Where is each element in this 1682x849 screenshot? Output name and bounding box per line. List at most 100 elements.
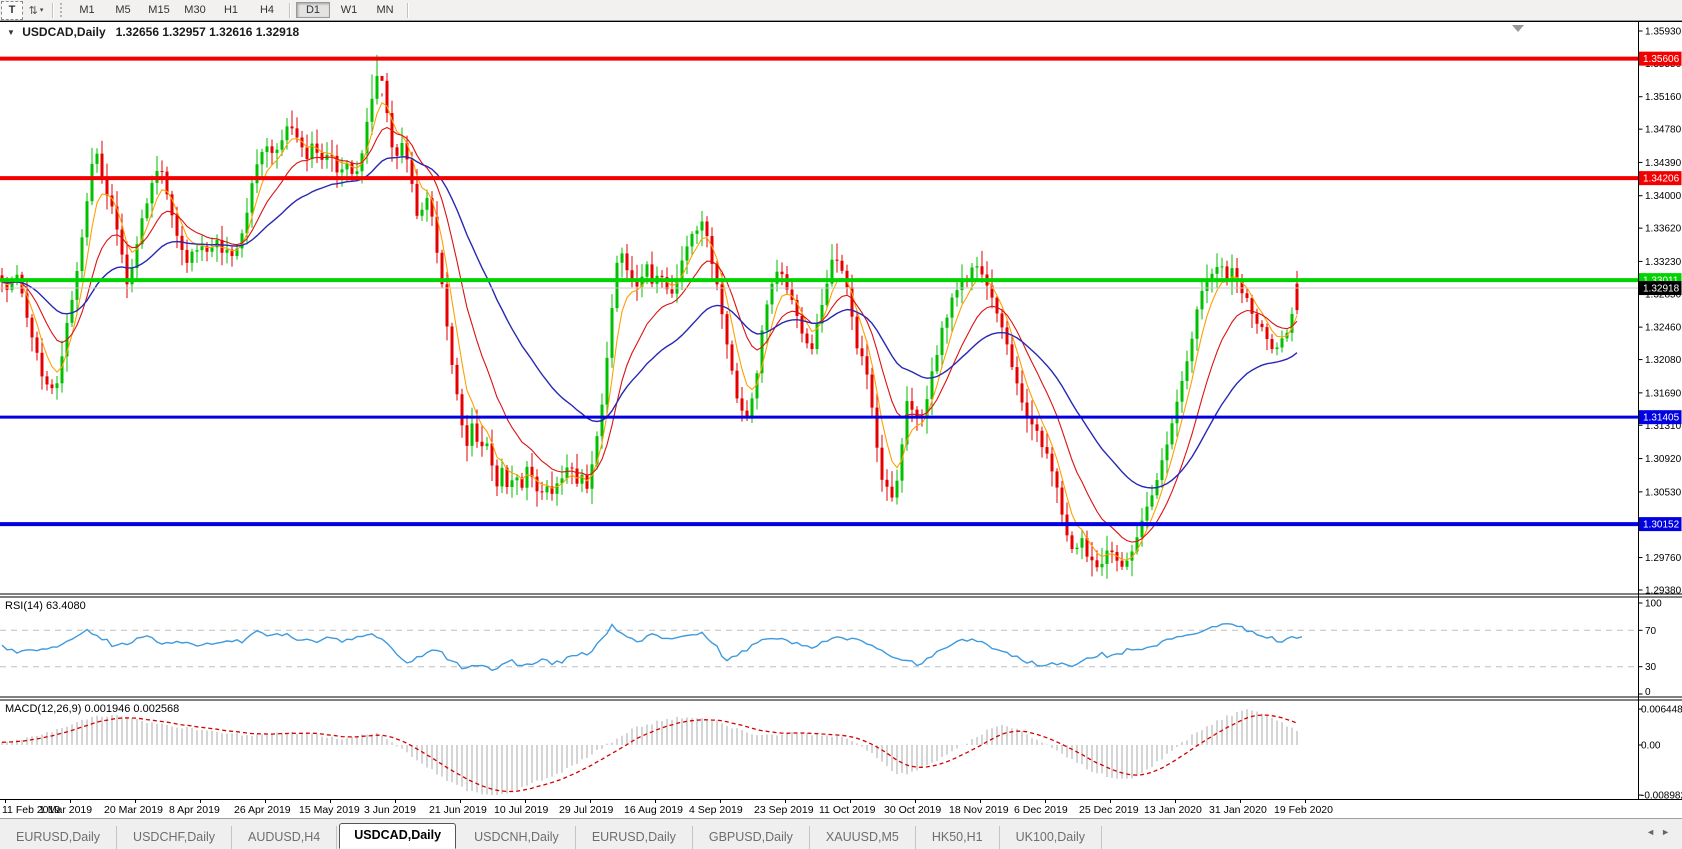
tab-scroll-right-icon[interactable]: ► [1661, 827, 1676, 837]
candle [125, 254, 129, 285]
timeframe-button-d1[interactable]: D1 [296, 2, 330, 18]
price-tick-label: 1.35930 [1645, 27, 1682, 38]
candle [630, 270, 634, 281]
candle [1250, 298, 1254, 314]
timeframe-button-mn[interactable]: MN [376, 4, 394, 16]
toolbar: T ⇅ ▾ M1 M5 M15 M30 H1 H4 D1 W1 MN [0, 0, 1682, 21]
price-tick-label: 1.29380 [1645, 586, 1682, 597]
candle [10, 280, 14, 290]
candle [645, 264, 649, 277]
timeframe-button-h1[interactable]: H1 [223, 4, 239, 16]
timeframe-button-m5[interactable]: M5 [115, 4, 131, 16]
date-label: 11 Feb 2019 [2, 804, 61, 816]
candle [1025, 402, 1029, 417]
candle [1175, 401, 1179, 424]
chart-shift-marker-icon[interactable] [1512, 25, 1524, 32]
candle [565, 467, 569, 479]
time-axis[interactable]: 11 Feb 2019 1 Mar 2019 20 Mar 2019 8 Apr 20… [0, 799, 1682, 818]
candle [415, 183, 419, 216]
candle [355, 171, 359, 174]
candle [1110, 550, 1114, 553]
candle [1270, 338, 1274, 350]
candle [1205, 279, 1209, 291]
candle [1290, 313, 1294, 333]
candle [745, 410, 749, 418]
candle [795, 299, 799, 316]
candle [1235, 268, 1239, 279]
candle [855, 316, 859, 349]
candle [1075, 547, 1079, 549]
price-axis[interactable] [1639, 22, 1682, 799]
symbol-tab-eurusd-daily[interactable]: EURUSD,Daily [0, 826, 118, 849]
candle [1135, 537, 1139, 552]
date-tick [1175, 800, 1176, 803]
candle [605, 357, 609, 405]
price-level-badge [1638, 410, 1682, 425]
candle [100, 153, 104, 177]
candle [730, 344, 734, 371]
symbol-tab-usdcnh-daily[interactable]: USDCNH,Daily [458, 826, 576, 849]
candle [835, 259, 839, 261]
candle [150, 182, 154, 204]
candle [270, 146, 274, 153]
candle [955, 290, 959, 298]
candle [1260, 323, 1264, 328]
candle [305, 147, 309, 160]
symbol-tab-audusd-h4[interactable]: AUDUSD,H4 [232, 826, 338, 849]
candle [560, 478, 564, 484]
date-label: 15 May 2019 [299, 804, 360, 816]
candle [515, 477, 519, 481]
date-label: 16 Aug 2019 [624, 804, 683, 816]
candle [15, 274, 19, 281]
symbol-tab-usdcad-daily[interactable]: USDCAD,Daily [339, 823, 457, 849]
candle [970, 267, 974, 280]
candle [1120, 560, 1124, 567]
text-tool-button[interactable]: T [1, 0, 23, 20]
chart-collapse-icon[interactable]: ▼ [7, 28, 15, 37]
candle [290, 126, 294, 129]
macd-signal-line [1, 714, 1298, 793]
timeframe-button-m15[interactable]: M15 [148, 4, 170, 16]
candle [800, 315, 804, 334]
candle [70, 299, 74, 323]
candle [230, 249, 234, 257]
timeframe-button-m1[interactable]: M1 [79, 4, 95, 16]
chart-canvas[interactable]: 1.359301.355501.351601.347801.343901.340… [0, 21, 1682, 799]
candle [660, 275, 664, 278]
candle [455, 364, 459, 395]
candle [480, 441, 484, 447]
date-tick [200, 800, 201, 803]
candle [285, 126, 289, 141]
candle [1210, 273, 1214, 280]
candle [945, 317, 949, 328]
timeframe-button-w1[interactable]: W1 [340, 4, 358, 16]
arrange-tool-button[interactable]: ⇅ ▾ [25, 1, 47, 20]
symbol-tab-xauusd-m5[interactable]: XAUUSD,M5 [810, 826, 916, 849]
date-label: 3 Jun 2019 [364, 804, 416, 816]
symbol-tab-uk100-daily[interactable]: UK100,Daily [1000, 826, 1103, 849]
candle [1035, 424, 1039, 431]
candle [35, 337, 39, 353]
timeframe-button-h4[interactable]: H4 [259, 4, 275, 16]
toolbar-grip[interactable] [60, 3, 65, 17]
candle [225, 249, 229, 253]
candle [775, 271, 779, 284]
price-tick-label: 1.32080 [1645, 355, 1682, 366]
symbol-tab-hk50-h1[interactable]: HK50,H1 [916, 826, 1000, 849]
tab-scroll-left-icon[interactable]: ◄ [1646, 827, 1662, 837]
timeframe-button-m30[interactable]: M30 [184, 4, 206, 16]
candle [80, 237, 84, 272]
price-tick-label: 1.31690 [1645, 388, 1682, 399]
tab-scroll-arrows[interactable]: ◄► [1646, 827, 1676, 837]
candle [320, 152, 324, 160]
candle [420, 209, 424, 216]
symbol-tab-gbpusd-daily[interactable]: GBPUSD,Daily [693, 826, 810, 849]
candle [580, 474, 584, 484]
candle [1095, 560, 1099, 568]
symbol-tab-usdchf-daily[interactable]: USDCHF,Daily [117, 826, 232, 849]
price-tick-label: 1.29760 [1645, 553, 1682, 564]
symbol-tab-eurusd-daily[interactable]: EURUSD,Daily [576, 826, 693, 849]
candle [870, 374, 874, 408]
candle [1185, 361, 1189, 381]
date-label: 29 Jul 2019 [559, 804, 614, 816]
